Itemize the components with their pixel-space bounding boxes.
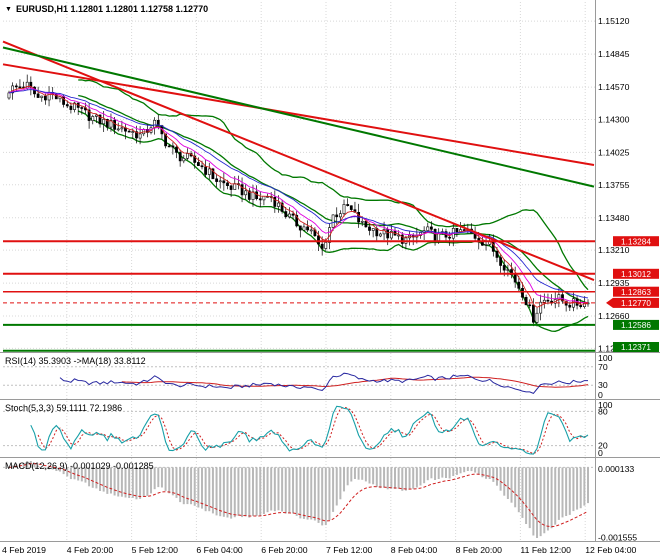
svg-text:1.12770: 1.12770 [621,298,651,308]
svg-text:1.12371: 1.12371 [621,342,651,352]
stoch-indicator-label: Stoch(5,3,3) 59.1111 72.1986 [5,403,123,413]
macd-indicator-label: MACD(12,26,9) -0.001029 -0.001285 [5,461,154,471]
price-badge: 1.13284 [613,236,659,246]
price-badge: 1.12586 [613,319,659,330]
svg-text:1.15120: 1.15120 [598,16,630,26]
stochastic-panel [3,405,595,455]
svg-text:1.13480: 1.13480 [598,213,630,223]
price-badge: 1.12863 [613,286,659,297]
chart-menu-triangle-down-icon[interactable]: ▼ [5,6,12,13]
svg-text:1.13284: 1.13284 [621,236,651,246]
svg-text:1.13012: 1.13012 [621,269,651,279]
chart-header: ▼ EURUSD,H1 1.12801 1.12801 1.12758 1.127… [5,4,208,15]
time-axis[interactable]: 4 Feb 2019 4 Feb 20:00 5 Feb 12:00 6 Feb 04… [2,545,637,555]
svg-text:7 Feb 12:00: 7 Feb 12:00 [326,545,373,555]
svg-text:80: 80 [598,406,608,416]
svg-text:8 Feb 20:00: 8 Feb 20:00 [456,545,503,555]
svg-text:6 Feb 04:00: 6 Feb 04:00 [196,545,243,555]
panel-separators [0,0,660,542]
price-badge: 1.12371 [613,342,659,352]
svg-text:11 Feb 12:00: 11 Feb 12:00 [520,545,571,555]
svg-text:1.13755: 1.13755 [598,180,630,190]
svg-text:1.12863: 1.12863 [621,287,651,297]
svg-text:100: 100 [598,400,613,410]
svg-text:1.14570: 1.14570 [598,82,630,92]
svg-text:1.14025: 1.14025 [598,147,630,157]
svg-text:30: 30 [598,380,608,390]
svg-text:5 Feb 12:00: 5 Feb 12:00 [132,545,179,555]
svg-text:1.14300: 1.14300 [598,115,630,125]
price-badge: 1.13012 [613,268,659,279]
svg-text:70: 70 [598,362,608,372]
price-axis[interactable]: 1.15120 1.14845 1.14570 1.14300 1.14025 1.137… [598,16,637,542]
svg-text:-0.001555: -0.001555 [598,532,637,542]
svg-text:1.12586: 1.12586 [621,320,651,330]
rsi-indicator-label: RSI(14) 35.3903 ->MA(18) 33.8112 [5,356,146,366]
svg-text:12 Feb 04:00: 12 Feb 04:00 [585,545,636,555]
rsi-panel [3,366,595,395]
svg-text:1.14845: 1.14845 [598,49,630,59]
svg-text:8 Feb 04:00: 8 Feb 04:00 [391,545,438,555]
symbol-ohlc-label: EURUSD,H1 1.12801 1.12801 1.12758 1.1277… [15,4,209,14]
svg-text:1.12660: 1.12660 [598,311,630,321]
horizontal-levels[interactable] [3,240,595,352]
svg-text:1.13210: 1.13210 [598,245,630,255]
macd-panel [3,461,595,538]
price-badge: 1.12770 [606,297,659,308]
svg-text:4 Feb 20:00: 4 Feb 20:00 [67,545,114,555]
svg-text:1.12935: 1.12935 [598,278,630,288]
svg-text:0: 0 [598,448,603,458]
svg-text:0.000133: 0.000133 [598,464,634,474]
svg-text:6 Feb 20:00: 6 Feb 20:00 [261,545,308,555]
trend-lines[interactable] [2,40,595,282]
svg-text:20: 20 [598,441,608,451]
svg-text:0: 0 [598,390,603,400]
svg-text:100: 100 [598,353,613,363]
svg-text:4 Feb 2019: 4 Feb 2019 [2,545,46,555]
